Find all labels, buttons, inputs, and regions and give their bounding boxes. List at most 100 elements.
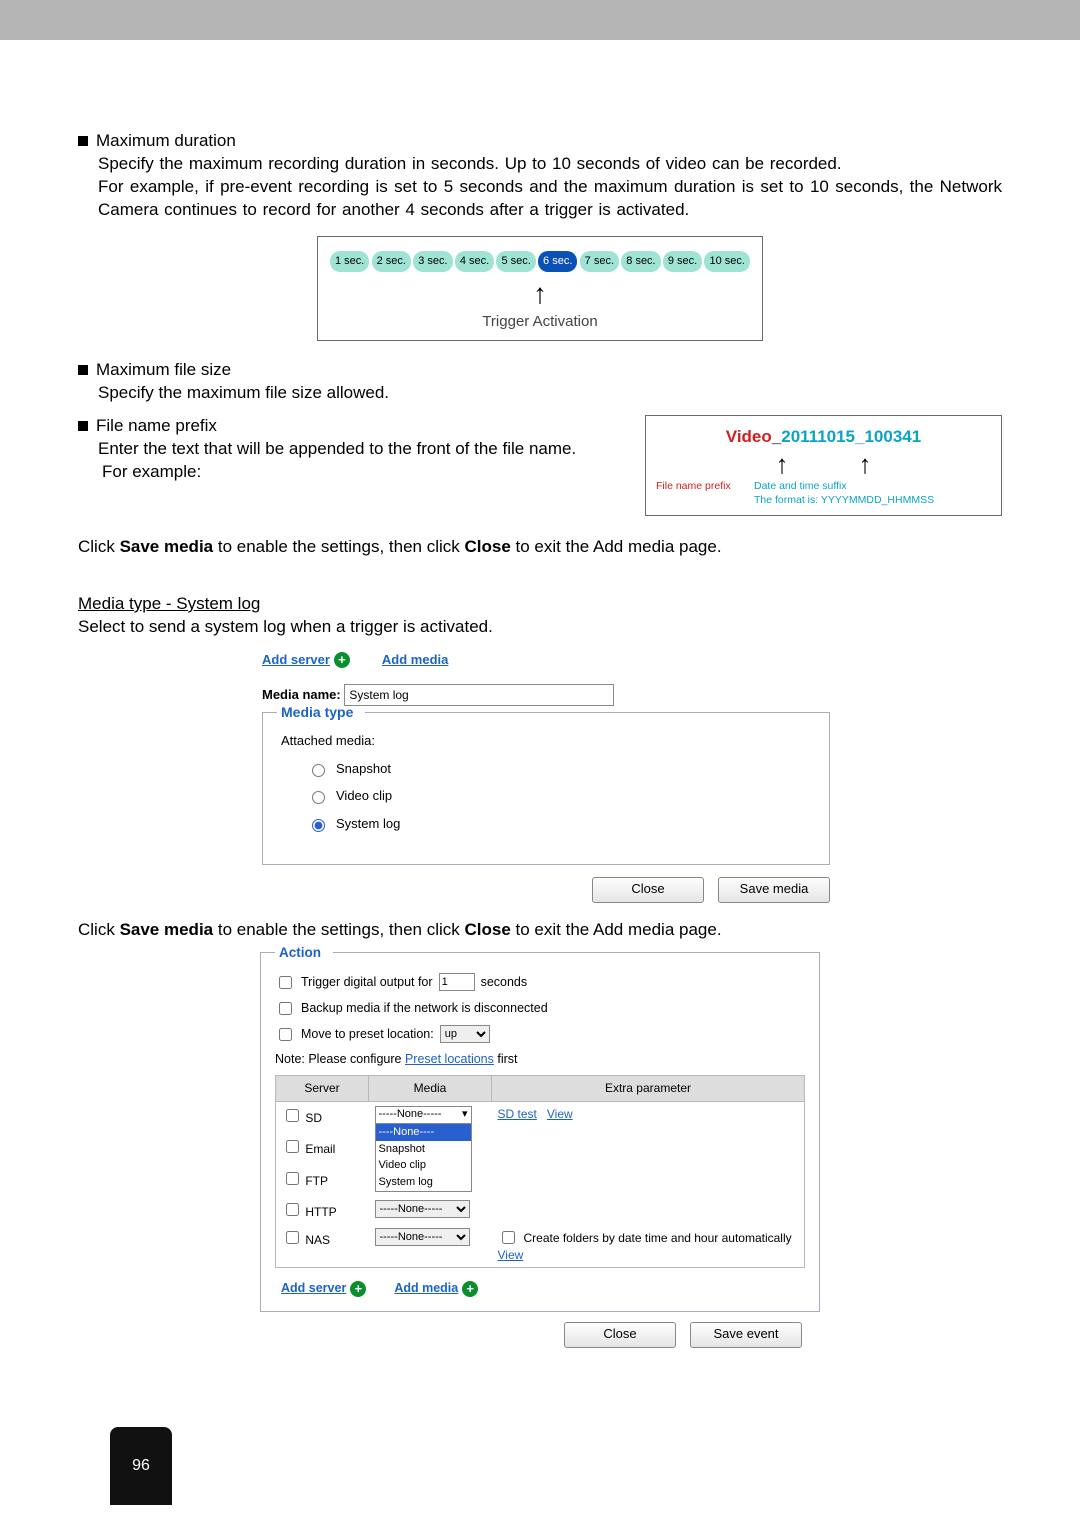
filename-prefix: Video — [726, 427, 772, 446]
label-videoclip: Video clip — [336, 787, 392, 805]
arrow-up-icon: ↑ — [330, 280, 750, 308]
timeline-pill: 3 sec. — [413, 251, 452, 272]
select-option[interactable]: ----None---- — [376, 1124, 471, 1141]
filename-example-box: Video_20111015_100341 ↑ ↑ File name pref… — [645, 415, 1002, 516]
label-ftp: FTP — [305, 1174, 328, 1188]
fieldset-media-type: Media type Attached media: Snapshot Vide… — [262, 712, 830, 865]
label-file-prefix: File name prefix — [656, 479, 754, 507]
th-extra: Extra parameter — [492, 1076, 805, 1101]
select-sd-media[interactable]: -----None-----▾ ----None----SnapshotVide… — [375, 1106, 472, 1192]
text-max-duration-2: For example, if pre-event recording is s… — [78, 176, 1002, 222]
table-row: NAS -----None----- Create folders by dat… — [276, 1224, 805, 1268]
link-preset-locations[interactable]: Preset locations — [405, 1052, 494, 1066]
media-panel: Add server+ Add media Media name: Media … — [250, 651, 830, 904]
checkbox-nas[interactable] — [286, 1231, 299, 1244]
bullet-icon — [78, 421, 88, 431]
label-create-folders: Create folders by date time and hour aut… — [524, 1230, 792, 1246]
link-add-media-2[interactable]: Add media + — [394, 1280, 478, 1297]
checkbox-http[interactable] — [286, 1203, 299, 1216]
link-sd-test[interactable]: SD test — [498, 1107, 537, 1121]
label-nas: NAS — [305, 1233, 330, 1247]
timeline-row: 1 sec.2 sec.3 sec.4 sec.5 sec.6 sec.7 se… — [330, 251, 750, 272]
checkbox-backup-media[interactable] — [279, 1002, 292, 1015]
table-row: Email — [276, 1133, 805, 1164]
heading-max-duration: Maximum duration — [96, 130, 1002, 153]
text-bold: Save media — [120, 537, 214, 556]
filename-suffix: 20111015_100341 — [781, 427, 921, 446]
link-add-media[interactable]: Add media — [382, 651, 448, 669]
top-bar — [0, 0, 1080, 40]
select-value: -----None----- — [379, 1107, 442, 1122]
label-snapshot: Snapshot — [336, 760, 391, 778]
link-view-nas[interactable]: View — [498, 1248, 524, 1262]
plus-icon: + — [350, 1281, 366, 1297]
radio-systemlog[interactable] — [312, 819, 325, 832]
link-text[interactable]: Add server — [281, 1281, 346, 1295]
th-media: Media — [369, 1076, 492, 1101]
link-text[interactable]: Add server — [262, 652, 330, 667]
timeline-pill: 6 sec. — [538, 251, 577, 272]
plus-icon: + — [462, 1281, 478, 1297]
text: to enable the settings, then click — [213, 537, 464, 556]
section-max-filesize: Maximum file size Specify the maximum fi… — [78, 359, 1002, 405]
section-max-duration: Maximum duration Specify the maximum rec… — [78, 130, 1002, 222]
legend-media-type: Media type — [277, 703, 365, 722]
timeline-pill: 9 sec. — [663, 251, 702, 272]
select-option[interactable]: Snapshot — [376, 1141, 471, 1158]
text: Note: Please configure — [275, 1052, 405, 1066]
filename-sep: _ — [772, 427, 781, 446]
heading-systemlog: Media type - System log — [78, 593, 1002, 616]
input-media-name[interactable] — [344, 684, 614, 706]
checkbox-sd[interactable] — [286, 1109, 299, 1122]
select-http-media[interactable]: -----None----- — [375, 1200, 470, 1218]
select-option[interactable]: System log — [376, 1174, 471, 1191]
close-button[interactable]: Close — [592, 877, 704, 903]
save-event-button[interactable]: Save event — [690, 1322, 802, 1348]
link-text[interactable]: Add media — [394, 1281, 458, 1295]
text-bold: Save media — [120, 920, 214, 939]
checkbox-email[interactable] — [286, 1140, 299, 1153]
radio-videoclip[interactable] — [312, 791, 325, 804]
section-file-prefix: Video_20111015_100341 ↑ ↑ File name pref… — [78, 415, 1002, 516]
timeline-pill: 7 sec. — [580, 251, 619, 272]
save-media-button[interactable]: Save media — [718, 877, 830, 903]
select-preset-location[interactable]: up — [440, 1025, 490, 1043]
link-add-server-2[interactable]: Add server + — [281, 1280, 366, 1297]
paragraph-save-media-2: Click Save media to enable the settings,… — [78, 919, 1002, 942]
page-number: 96 — [110, 1427, 172, 1505]
text: Click — [78, 537, 120, 556]
label-email: Email — [305, 1142, 335, 1156]
heading-max-filesize: Maximum file size — [96, 359, 1002, 382]
checkbox-move-preset[interactable] — [279, 1028, 292, 1041]
text: first — [494, 1052, 518, 1066]
label-http: HTTP — [305, 1205, 336, 1219]
label-date-suffix: Date and time suffix — [754, 479, 934, 493]
label-trigger-do-post: seconds — [481, 974, 528, 991]
timeline-pill: 1 sec. — [330, 251, 369, 272]
select-nas-media[interactable]: -----None----- — [375, 1228, 470, 1246]
input-do-seconds[interactable] — [439, 973, 475, 991]
text-systemlog: Select to send a system log when a trigg… — [78, 616, 1002, 639]
label-attached-media: Attached media: — [281, 732, 815, 750]
radio-snapshot[interactable] — [312, 764, 325, 777]
link-add-server[interactable]: Add server+ — [262, 651, 350, 669]
arrow-up-icon: ↑ — [859, 451, 872, 477]
action-panel: Action Trigger digital output for second… — [260, 952, 820, 1348]
filename-example: Video_20111015_100341 — [656, 426, 991, 449]
timeline-pill: 4 sec. — [455, 251, 494, 272]
arrow-up-icon: ↑ — [776, 451, 789, 477]
checkbox-trigger-do[interactable] — [279, 976, 292, 989]
close-button-2[interactable]: Close — [564, 1322, 676, 1348]
text: to exit the Add media page. — [511, 537, 722, 556]
text-bold: Close — [465, 537, 511, 556]
checkbox-ftp[interactable] — [286, 1172, 299, 1185]
text: to enable the settings, then click — [213, 920, 464, 939]
text: to exit the Add media page. — [511, 920, 722, 939]
select-option[interactable]: Video clip — [376, 1157, 471, 1174]
timeline-pill: 2 sec. — [372, 251, 411, 272]
link-view-sd[interactable]: View — [547, 1107, 573, 1121]
timeline-pill: 8 sec. — [621, 251, 660, 272]
bullet-icon — [78, 365, 88, 375]
checkbox-create-folders[interactable] — [502, 1231, 515, 1244]
label-sd: SD — [305, 1111, 322, 1125]
